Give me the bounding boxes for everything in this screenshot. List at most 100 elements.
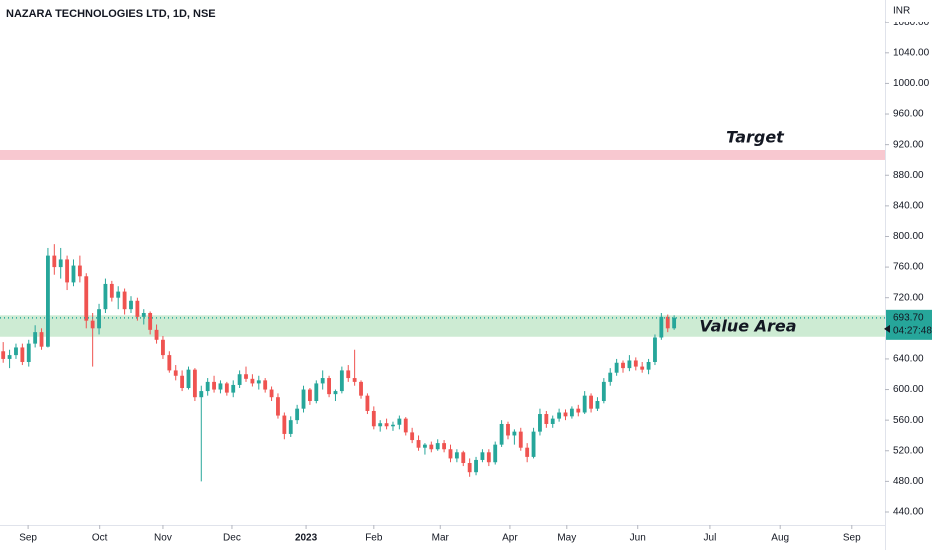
candle-body	[154, 329, 159, 340]
y-tick-label: 600.00	[893, 384, 924, 395]
candle-body	[269, 389, 274, 398]
candle-body	[307, 389, 312, 402]
candle-body	[20, 347, 25, 362]
candle-body	[538, 414, 542, 432]
candle-body	[448, 449, 453, 459]
x-tick-label: Jul	[704, 533, 717, 544]
candle-body	[109, 283, 114, 298]
candle-body	[26, 343, 31, 362]
axis-pointer	[884, 324, 890, 333]
candle-body	[288, 420, 293, 434]
candle-body	[180, 375, 185, 389]
candle-body	[486, 452, 491, 463]
currency-bg	[886, 0, 932, 22]
candle-body	[480, 452, 485, 460]
candle-body	[205, 381, 210, 392]
candle-body	[512, 431, 517, 436]
currency: INR	[893, 6, 910, 17]
candle-body	[320, 378, 325, 384]
y-tick-label: 1040.00	[893, 47, 930, 58]
candle-body	[84, 276, 89, 321]
candle-body	[39, 332, 44, 347]
candle-body	[314, 383, 319, 402]
candle-body	[276, 397, 280, 416]
candle-body	[672, 317, 677, 329]
candle-body	[614, 362, 619, 373]
candle-body	[378, 423, 383, 427]
candle-body	[103, 283, 108, 310]
candle-body	[1, 351, 6, 359]
y-tick-label: 1080.00	[893, 17, 930, 28]
candle-body	[148, 313, 153, 330]
candle-body	[90, 320, 95, 329]
candle-body	[301, 389, 306, 409]
candle-body	[65, 259, 70, 283]
countdown: 04:27:48	[893, 325, 932, 336]
candle-body	[199, 391, 204, 398]
candle-body	[77, 265, 82, 277]
annotation: Target	[726, 128, 785, 147]
candle-body	[646, 361, 651, 370]
candle-body	[359, 381, 363, 396]
y-tick-label: 960.00	[893, 109, 924, 120]
candle-body	[244, 374, 248, 379]
candle-body	[518, 431, 523, 448]
x-tick-label: Dec	[223, 533, 241, 544]
candle-body	[595, 401, 600, 409]
candle-body	[493, 444, 498, 463]
candle-body	[557, 412, 562, 419]
candle-body	[403, 418, 408, 433]
zone	[0, 315, 885, 337]
candle-body	[544, 414, 549, 424]
candle-body	[58, 259, 63, 268]
y-tick-label: 640.00	[893, 354, 924, 365]
x-tick-label: Feb	[365, 533, 383, 544]
candle-body	[346, 370, 351, 379]
y-tick-label: 920.00	[893, 139, 924, 150]
candle-body	[569, 408, 574, 417]
candle-body	[52, 255, 57, 268]
candle-body	[212, 381, 216, 390]
candle-body	[167, 355, 172, 371]
candle-body	[122, 291, 127, 310]
candle-body	[499, 423, 504, 445]
last-price-label: 693.70	[893, 312, 924, 323]
y-tick-label: 880.00	[893, 170, 924, 181]
candle-body	[506, 423, 510, 436]
candle-body	[429, 444, 434, 450]
annotation: Value Area	[699, 317, 796, 336]
candle-body	[352, 378, 357, 382]
y-tick-label: 760.00	[893, 262, 924, 273]
x-tick-label: Apr	[502, 533, 518, 544]
candle-body	[467, 463, 472, 473]
candle-body	[435, 443, 440, 450]
y-tick-label: 480.00	[893, 476, 924, 487]
candle-body	[295, 408, 300, 421]
candle-body	[224, 383, 229, 393]
candle-body	[339, 370, 344, 392]
candle-body	[416, 440, 421, 448]
candle-body	[576, 408, 581, 413]
candle-body	[129, 300, 133, 310]
candle-body	[659, 316, 664, 338]
candle-body	[531, 431, 536, 457]
x-tick-label: 2023	[295, 533, 318, 544]
candle-body	[410, 432, 415, 441]
candle-body	[589, 395, 593, 409]
candle-body	[423, 444, 427, 448]
candle-body	[608, 372, 613, 382]
candle-body	[627, 360, 632, 369]
candle-body	[135, 300, 140, 317]
candle-body	[237, 374, 242, 385]
candle-body	[333, 391, 338, 395]
candle-body	[454, 452, 459, 459]
candle-body	[371, 410, 376, 427]
y-tick-label: 440.00	[893, 507, 924, 518]
candle-body	[161, 339, 165, 356]
candle-body	[665, 316, 670, 329]
candle-body	[173, 370, 178, 376]
candle-body	[71, 265, 76, 283]
candle-body	[391, 424, 395, 427]
candle-body	[250, 378, 255, 384]
candle-body	[474, 459, 478, 473]
